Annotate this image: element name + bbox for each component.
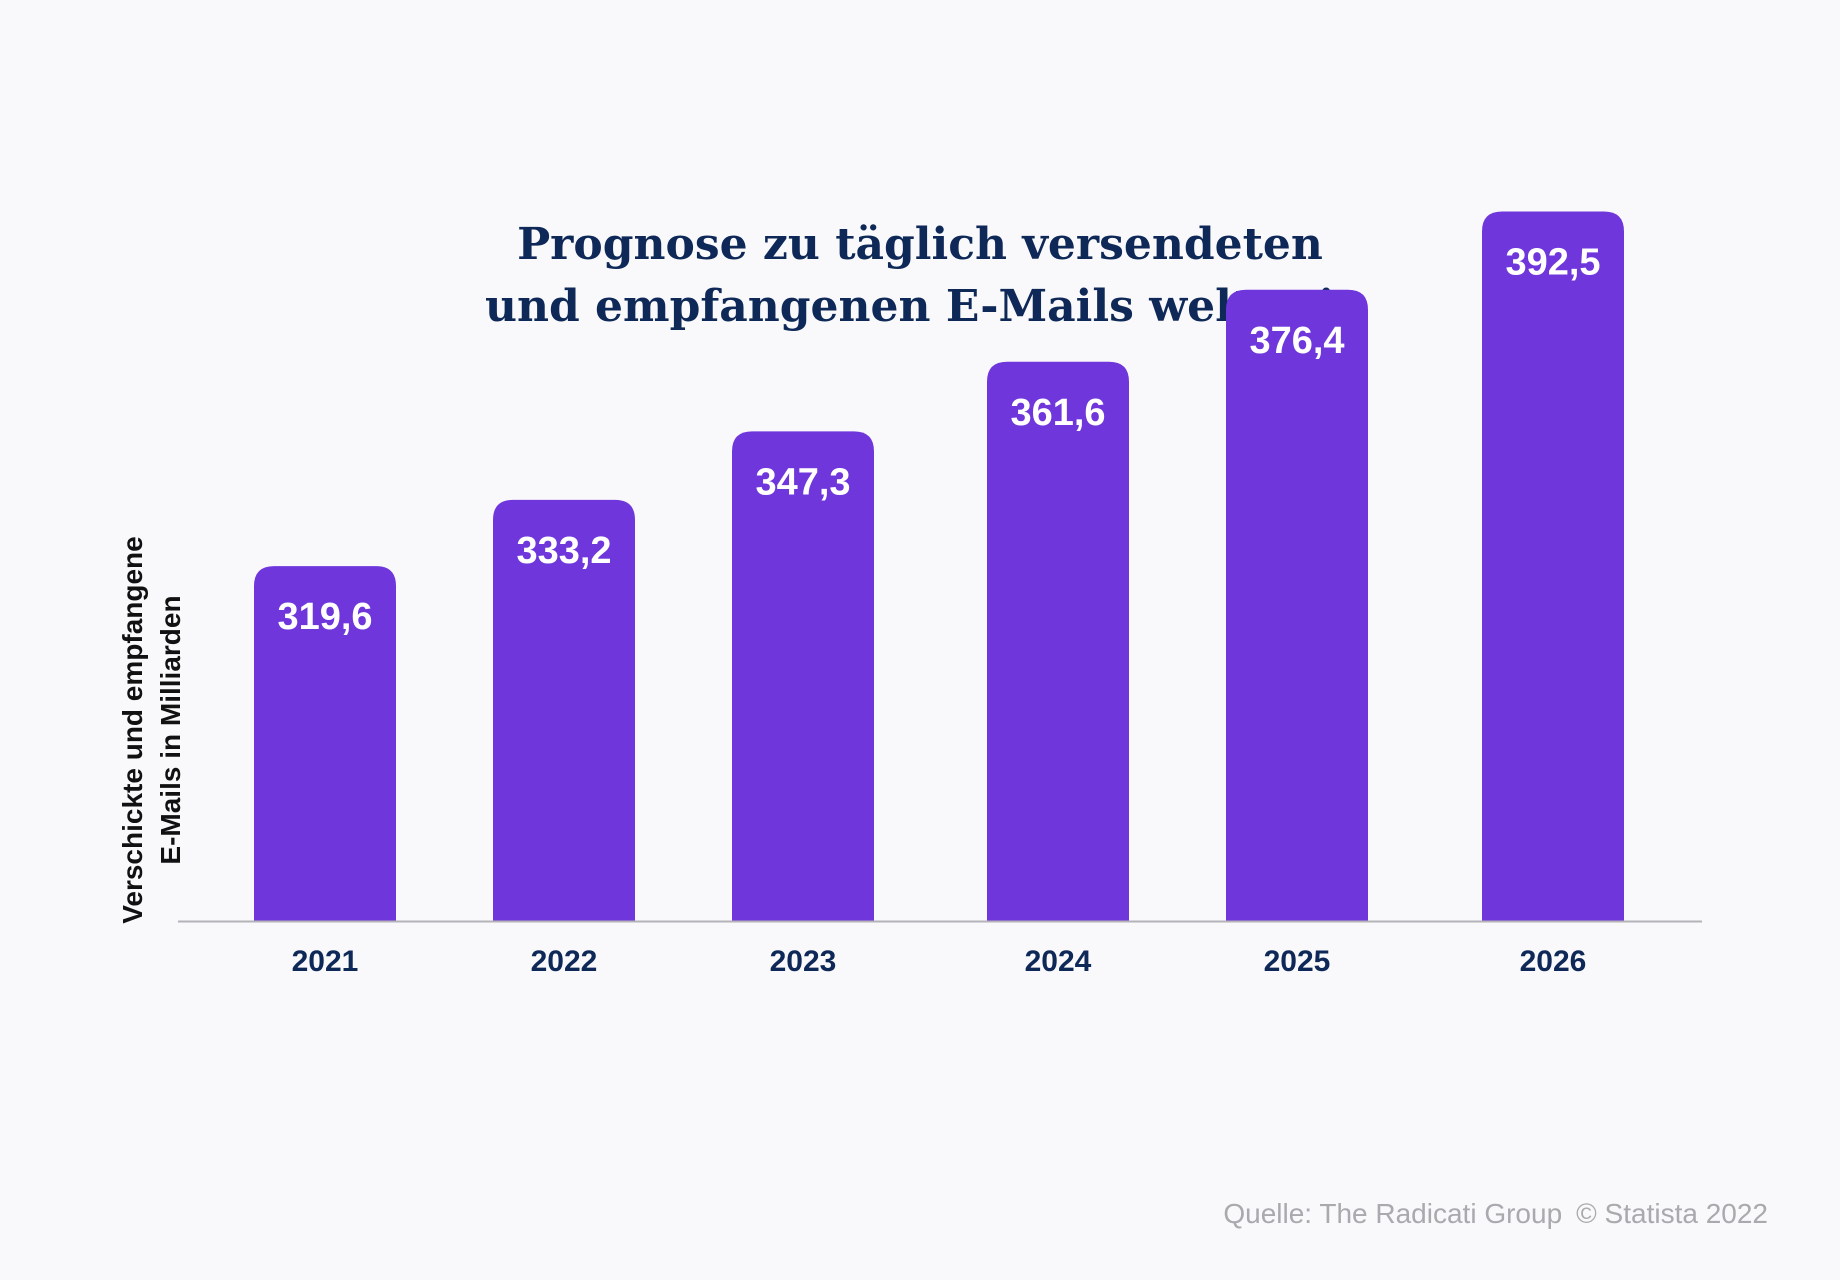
- value-label-2022: 333,2: [516, 530, 611, 572]
- chart-title: Prognose zu täglich versendeten und empf…: [0, 214, 1840, 338]
- x-tick-label-2023: 2023: [770, 945, 837, 978]
- x-tick-label-2022: 2022: [531, 945, 598, 978]
- x-tick-label-2025: 2025: [1264, 945, 1331, 978]
- bar-2022: [493, 499, 635, 921]
- value-label-2025: 376,4: [1249, 320, 1344, 362]
- source-note: Quelle: The Radicati Group © Statista 202…: [1223, 1198, 1768, 1230]
- bar-2023: [732, 431, 874, 921]
- chart-title-line-2: und empfangenen E-Mails weltweit: [484, 281, 1356, 332]
- value-label-2023: 347,3: [755, 461, 850, 503]
- value-label-2024: 361,6: [1010, 392, 1105, 434]
- value-label-2026: 392,5: [1505, 241, 1600, 283]
- source-text: Quelle: The Radicati Group: [1223, 1198, 1563, 1229]
- bar-2025: [1226, 289, 1368, 921]
- bar-2026: [1482, 211, 1624, 922]
- bar-2024: [987, 361, 1129, 921]
- x-tick-label-2024: 2024: [1025, 945, 1092, 978]
- x-tick-label-2021: 2021: [292, 945, 359, 978]
- value-label-2021: 319,6: [277, 596, 372, 638]
- bar-2021: [254, 566, 396, 921]
- copyright-text: © Statista 2022: [1576, 1198, 1768, 1229]
- chart-title-line-1: Prognose zu täglich versendeten: [517, 219, 1323, 270]
- x-tick-label-2026: 2026: [1520, 945, 1587, 978]
